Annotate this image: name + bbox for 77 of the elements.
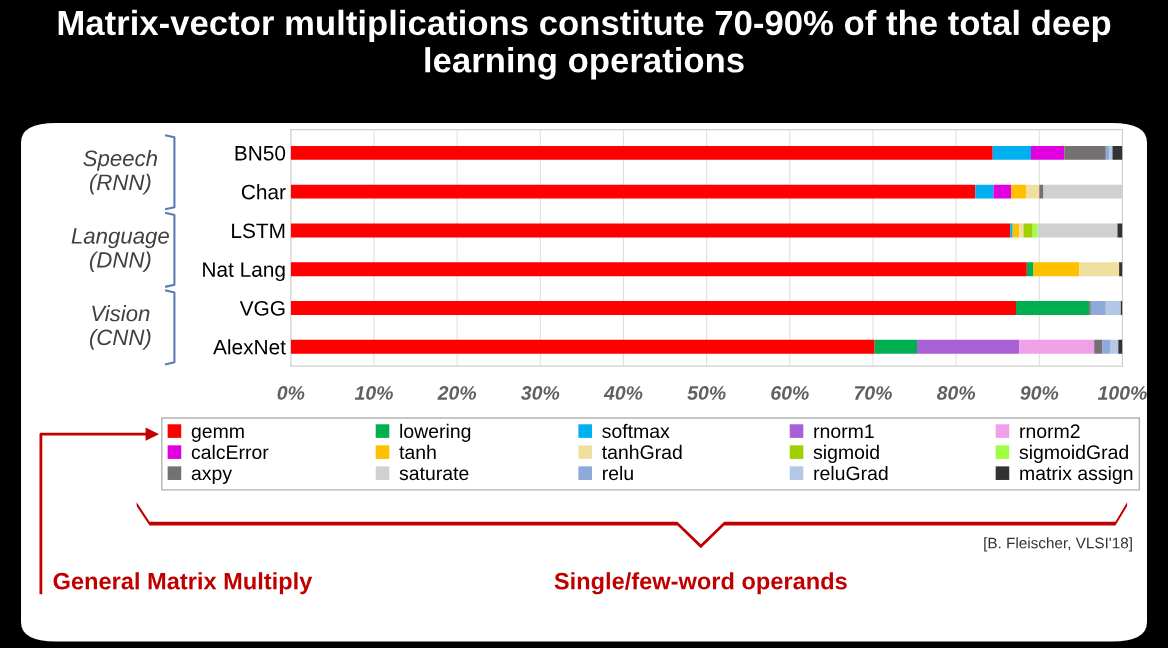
bar — [290, 223, 1011, 238]
bar — [290, 300, 1016, 315]
legend-label: axpy — [191, 469, 232, 485]
x-tick-label: 90% — [1020, 386, 1059, 400]
bar — [1019, 339, 1095, 354]
legend-label: relu — [603, 465, 633, 481]
x-tick-label: 30% — [521, 386, 560, 400]
bar — [1117, 223, 1123, 238]
legend-label: softmax — [602, 423, 670, 439]
text: Language (DNN) — [71, 228, 169, 273]
text: General Matrix Multiply — [53, 572, 313, 595]
bar — [1112, 145, 1123, 160]
bar — [290, 145, 993, 160]
bar — [1109, 145, 1113, 160]
bar — [1019, 223, 1024, 238]
text: [B. Fleischer, VLSI'18] — [984, 537, 1132, 552]
x-tick-label: 70% — [854, 386, 892, 400]
bar — [290, 339, 875, 354]
bar — [290, 262, 1027, 277]
x-tick-label: 60% — [771, 386, 809, 400]
bar — [1023, 223, 1033, 238]
bar — [1118, 339, 1123, 354]
y-tick-label: BN50 — [235, 145, 286, 161]
bar — [1026, 262, 1034, 277]
bar — [1105, 300, 1121, 315]
legend-label: sigmoid — [813, 444, 879, 463]
x-tick-label: 40% — [603, 386, 643, 400]
bar — [1102, 339, 1110, 354]
y-tick-label: AlexNet — [213, 339, 286, 355]
legend-label: saturate — [399, 467, 469, 481]
bar — [1025, 184, 1040, 199]
y-tick-label: Nat Lang — [203, 262, 285, 282]
legend-label: tanh — [399, 444, 436, 460]
text: Single/few-word operands — [554, 572, 847, 595]
bar — [1016, 300, 1090, 315]
x-tick-label: 0% — [277, 386, 305, 400]
legend-label: reluGrad — [814, 465, 888, 481]
legend-label: sigmoidGrad — [1019, 444, 1128, 463]
y-tick-label: Char — [241, 184, 286, 200]
bar — [993, 184, 1012, 199]
bar — [1079, 262, 1120, 277]
y-tick-label: LSTM — [232, 223, 285, 239]
x-tick-label: 100% — [1097, 386, 1147, 400]
legend-label: rnorm1 — [814, 424, 874, 439]
text: Speech (RNN) — [83, 149, 158, 195]
bar — [975, 184, 994, 199]
bar — [1064, 145, 1106, 160]
bar — [1011, 184, 1026, 199]
bar — [1094, 339, 1103, 354]
legend-label: rnorm2 — [1020, 424, 1080, 439]
bar — [1032, 223, 1038, 238]
chart-title: Matrix-vector multiplications constitute 70-90% of the total deep learning operations — [58, 9, 1111, 80]
legend-label: matrix assign — [1020, 465, 1133, 485]
bar — [1037, 223, 1118, 238]
bar — [1039, 184, 1044, 199]
bar — [1012, 223, 1020, 238]
bar — [874, 339, 918, 354]
bar — [1105, 145, 1110, 160]
legend-label: tanhGrad — [602, 444, 682, 460]
bar — [1030, 145, 1065, 160]
text: Vision (CNN) — [89, 305, 151, 350]
x-tick-label: 50% — [687, 386, 726, 400]
bar — [290, 184, 976, 199]
bar — [1033, 262, 1080, 277]
x-tick-label: 10% — [354, 386, 393, 400]
bar — [1010, 223, 1013, 238]
x-tick-label: 80% — [936, 386, 976, 400]
bar — [917, 339, 1020, 354]
bar — [1119, 262, 1123, 277]
legend-label: gemm — [191, 427, 244, 442]
x-tick-label: 20% — [437, 386, 477, 400]
bar — [1090, 300, 1106, 315]
legend-label: lowering — [400, 423, 471, 442]
y-tick-label: VGG — [239, 300, 285, 316]
legend-label: calcError — [191, 444, 269, 460]
bar — [992, 145, 1031, 160]
bar — [1109, 339, 1119, 354]
